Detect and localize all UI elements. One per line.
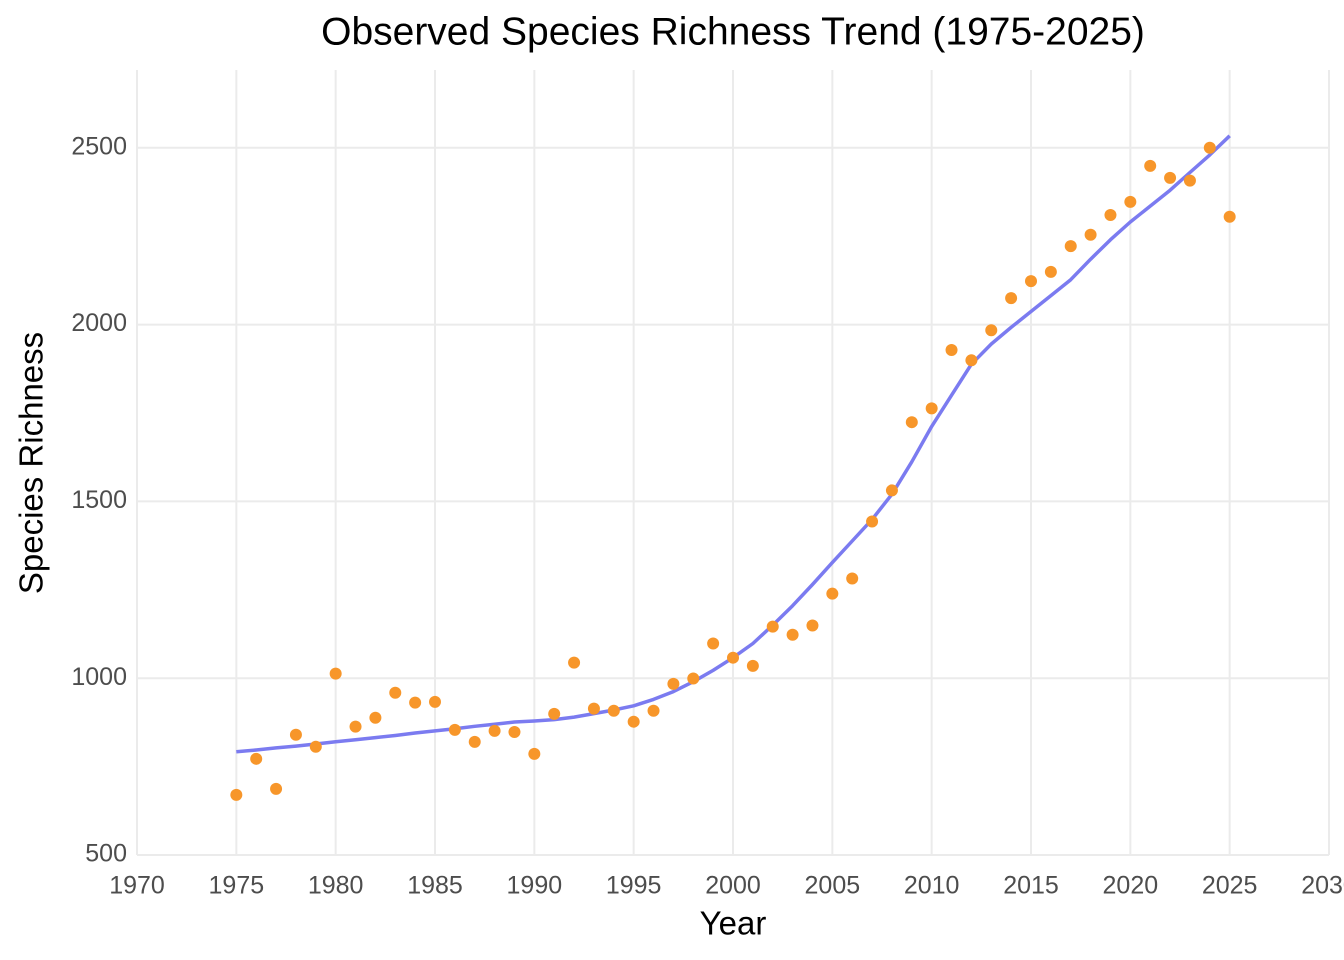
chart-title: Observed Species Richness Trend (1975-20… [321, 10, 1145, 53]
data-point [985, 324, 998, 337]
data-point [488, 724, 501, 737]
x-axis-label: Year [700, 905, 767, 942]
data-point [1025, 275, 1037, 288]
data-point [369, 711, 382, 724]
data-point [905, 416, 918, 429]
data-point [846, 572, 859, 585]
y-tick-label: 1000 [71, 663, 127, 691]
x-tick-label: 1975 [209, 872, 265, 900]
x-tick-label: 2000 [705, 872, 761, 900]
y-tick-label: 2500 [71, 132, 127, 160]
x-tick-label: 2025 [1202, 872, 1258, 900]
y-axis-label: Species Richness [13, 332, 50, 594]
x-tick-label: 2020 [1103, 872, 1159, 900]
data-point [528, 747, 541, 760]
data-point [1164, 171, 1177, 184]
data-point [329, 667, 342, 680]
data-point [429, 695, 441, 708]
data-point [349, 720, 362, 733]
x-tick-label: 2030 [1301, 872, 1344, 900]
data-point [289, 728, 302, 741]
data-point [727, 651, 739, 664]
data-point [309, 740, 322, 753]
data-point [230, 788, 243, 801]
data-point [1124, 195, 1137, 208]
data-point [389, 686, 402, 699]
data-point [866, 515, 879, 528]
data-point [587, 702, 600, 715]
x-tick-label: 1970 [109, 872, 165, 900]
data-point [250, 752, 263, 765]
data-point [1005, 292, 1018, 305]
x-tick-label: 2015 [1003, 872, 1059, 900]
y-tick-label: 2000 [71, 309, 127, 337]
data-point [508, 725, 521, 738]
data-point [409, 696, 422, 709]
data-point [647, 704, 660, 717]
data-point [1183, 174, 1196, 187]
x-tick-label: 1995 [606, 872, 662, 900]
data-point [1223, 210, 1236, 223]
data-point [1084, 228, 1097, 241]
x-tick-label: 1985 [407, 872, 463, 900]
y-tick-label: 1500 [71, 486, 127, 514]
x-tick-label: 2005 [805, 872, 861, 900]
data-point [766, 620, 779, 633]
data-point [746, 659, 759, 672]
data-point [945, 344, 958, 357]
y-tick-label: 500 [85, 840, 127, 868]
data-point [568, 656, 581, 669]
data-point [965, 354, 978, 367]
data-point [1044, 265, 1057, 278]
data-point [885, 484, 898, 497]
data-point [925, 402, 938, 415]
data-point [1203, 141, 1216, 154]
x-tick-label: 1980 [308, 872, 364, 900]
data-point [687, 672, 700, 685]
data-point [468, 735, 481, 748]
data-point [786, 628, 799, 641]
data-point [270, 782, 283, 795]
x-tick-label: 1990 [507, 872, 563, 900]
data-point [548, 707, 561, 720]
data-point [627, 715, 640, 728]
data-point [1064, 240, 1077, 253]
data-point [1144, 159, 1157, 172]
x-tick-label: 2010 [904, 872, 960, 900]
data-point [707, 637, 720, 650]
data-point [448, 723, 461, 736]
data-point [1104, 208, 1117, 221]
data-point [667, 677, 680, 690]
data-point [826, 587, 839, 600]
data-point [806, 619, 819, 632]
data-point [607, 704, 620, 717]
